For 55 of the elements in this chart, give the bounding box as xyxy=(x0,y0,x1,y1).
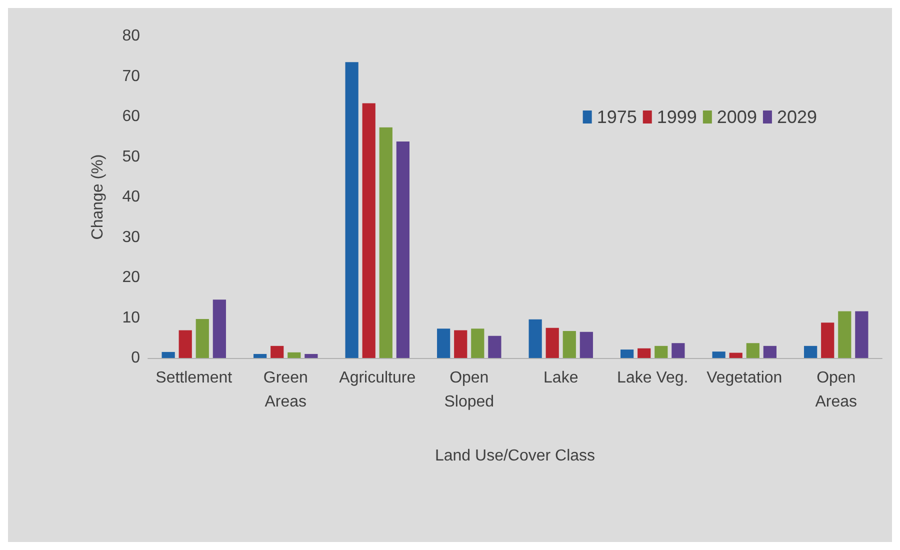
y-tick-label: 10 xyxy=(122,309,140,326)
bar xyxy=(162,352,175,358)
bar xyxy=(454,330,468,358)
bar xyxy=(838,311,852,358)
bar xyxy=(855,311,868,358)
y-tick-label: 30 xyxy=(122,228,140,246)
bar xyxy=(763,346,776,358)
bar xyxy=(821,322,834,358)
bar xyxy=(804,346,818,358)
bar xyxy=(528,319,542,358)
y-axis-title: Change (%) xyxy=(90,154,106,240)
bar xyxy=(580,332,593,358)
bar xyxy=(254,354,267,358)
bar xyxy=(746,343,760,358)
bar xyxy=(654,346,668,358)
x-tick-label: Open Sloped xyxy=(444,370,494,410)
y-tick-label: 80 xyxy=(122,28,140,44)
x-tick-label: Lake xyxy=(544,370,578,386)
bar xyxy=(304,354,318,358)
y-tick-label: 0 xyxy=(131,350,140,366)
legend-label: 2009 xyxy=(716,107,757,127)
bar xyxy=(437,328,450,358)
y-tick-label: 40 xyxy=(122,188,140,206)
legend-label: 1999 xyxy=(656,107,697,127)
y-tick-label: 70 xyxy=(122,68,140,85)
bar xyxy=(562,331,576,358)
bar xyxy=(396,141,410,358)
bar xyxy=(288,352,301,358)
bar xyxy=(712,352,726,358)
bar xyxy=(672,343,685,358)
legend-label: 1975 xyxy=(596,107,637,127)
y-tick-label: 50 xyxy=(122,148,140,166)
bar xyxy=(729,352,742,358)
x-tick-label: Open Areas xyxy=(815,370,858,410)
bar xyxy=(178,330,192,358)
bar xyxy=(546,328,559,358)
x-tick-label: Lake Veg. xyxy=(617,370,688,386)
legend-label: 2029 xyxy=(776,107,818,127)
bar xyxy=(638,348,651,358)
y-tick-label: 60 xyxy=(122,108,140,125)
x-tick-label: Vegetation xyxy=(706,370,782,386)
bar xyxy=(270,346,284,358)
y-tick-label: 20 xyxy=(122,269,140,286)
bar xyxy=(212,300,226,358)
bar xyxy=(471,328,484,358)
bar xyxy=(345,62,358,358)
bar xyxy=(196,318,209,358)
x-tick-label: Agriculture xyxy=(339,370,416,386)
bar xyxy=(620,350,634,358)
x-tick-label: Green Areas xyxy=(263,370,308,410)
x-axis-title: Land Use/Cover Class xyxy=(434,448,596,464)
bar xyxy=(362,103,376,358)
bar xyxy=(488,336,502,358)
bar xyxy=(379,127,392,358)
x-tick-label: Settlement xyxy=(156,370,233,386)
